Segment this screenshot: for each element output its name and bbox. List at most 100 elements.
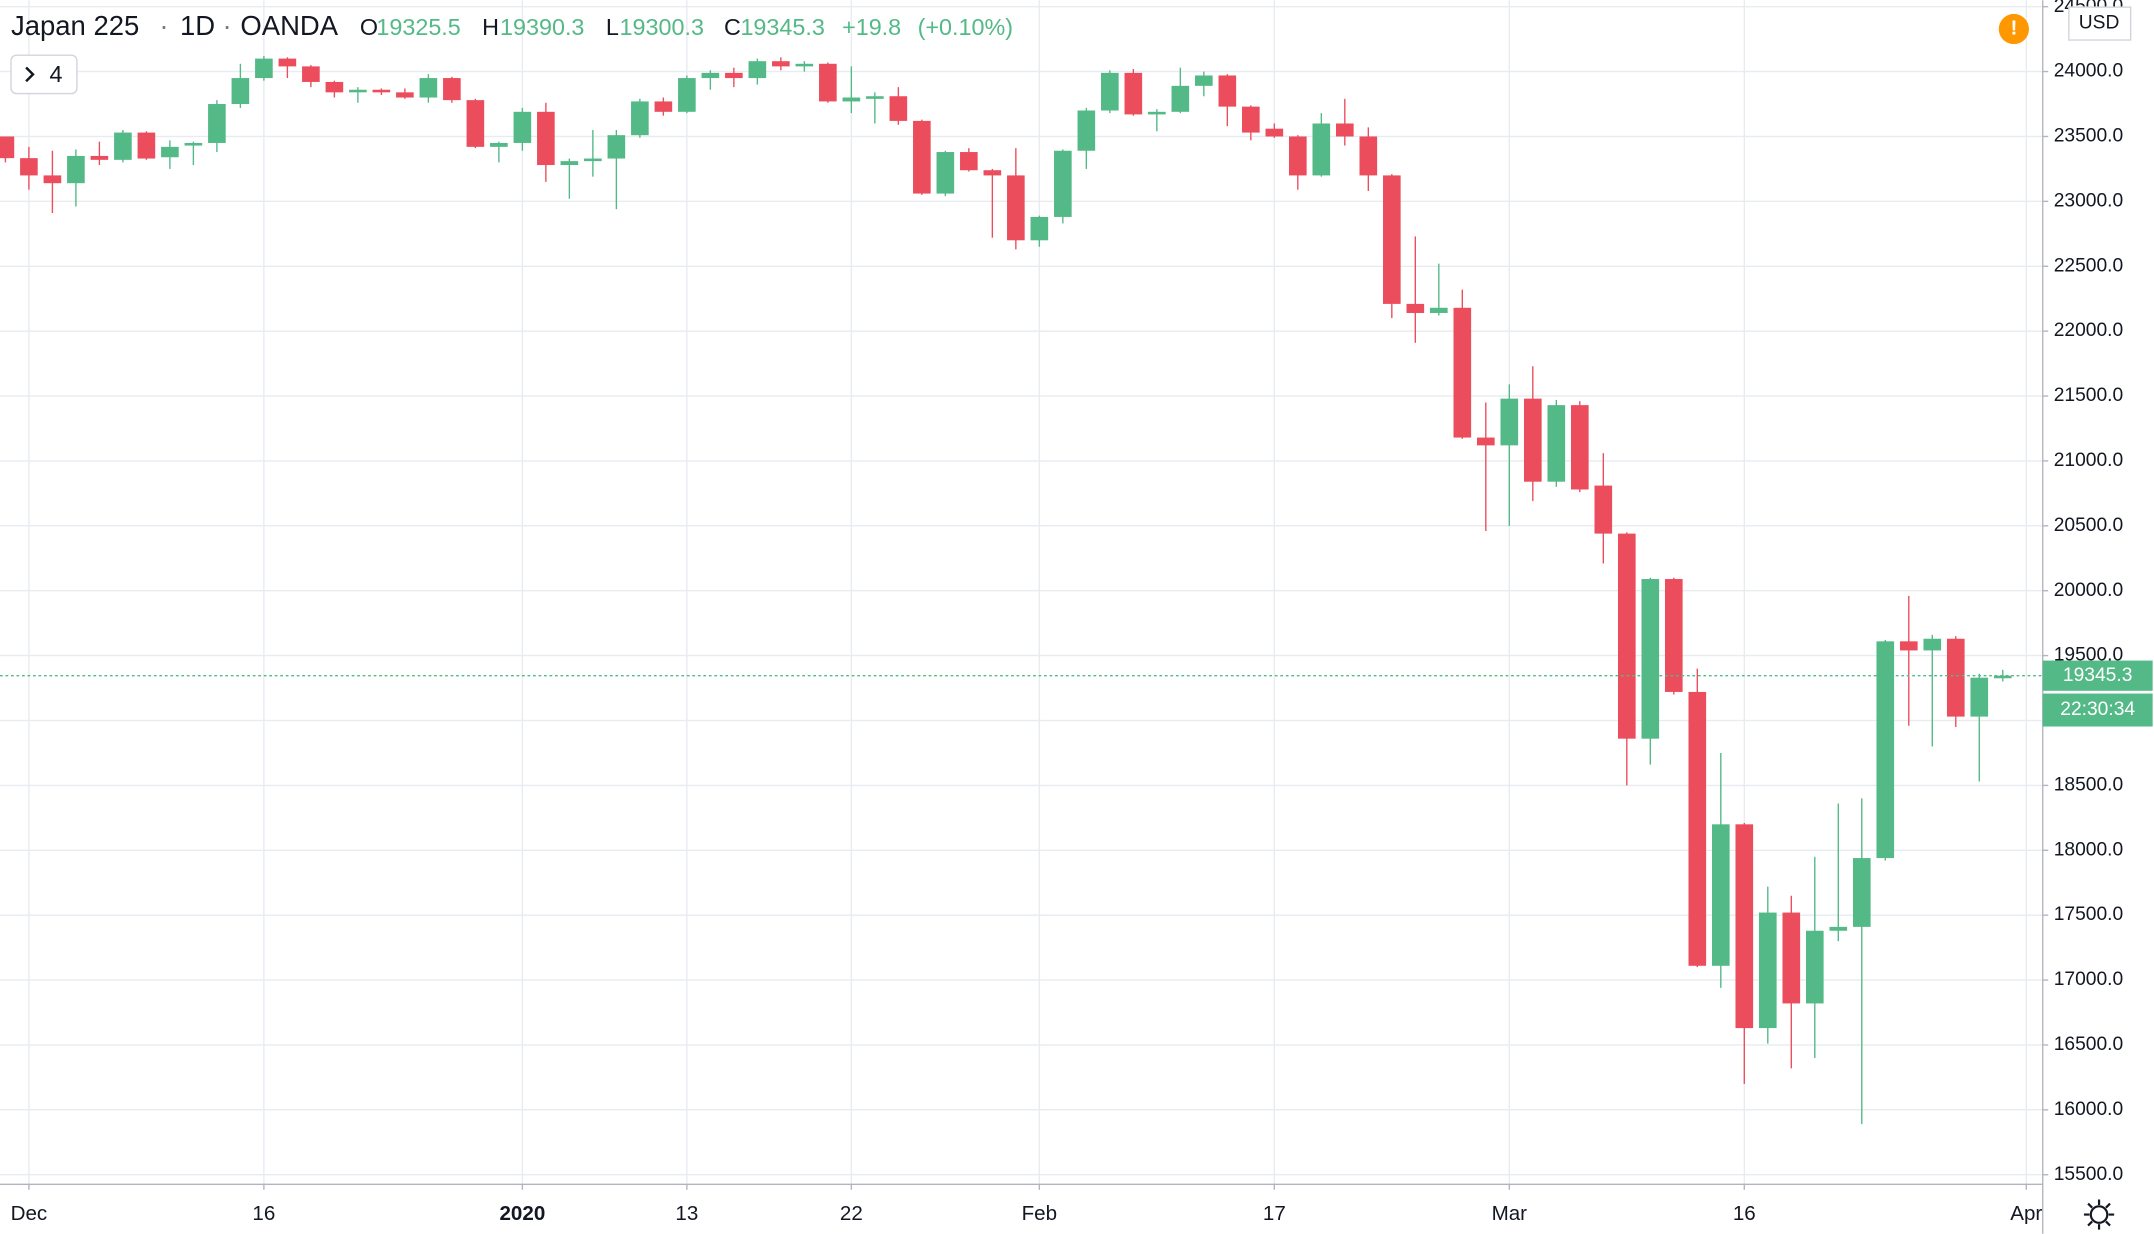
candle-body — [372, 89, 391, 93]
candle-body — [1195, 75, 1213, 86]
y-tick-label: 22000.0 — [2054, 320, 2123, 341]
x-tick-label: 16 — [1733, 1202, 1756, 1225]
candle-body — [701, 72, 720, 79]
candle-body — [349, 89, 367, 93]
candle-body — [278, 58, 297, 67]
candle-body — [725, 72, 743, 79]
candle-body — [1852, 858, 1871, 927]
candle-body — [1876, 641, 1895, 859]
candle-body — [1923, 638, 1942, 651]
indicator-count: 4 — [49, 61, 62, 87]
x-tick-label: 16 — [252, 1202, 275, 1225]
candle-body — [302, 66, 320, 82]
candle-body — [1570, 405, 1589, 490]
countdown: 22:30:34 — [2060, 699, 2135, 720]
candle-body — [43, 175, 62, 184]
candle-body — [1359, 136, 1378, 176]
candle-body — [748, 61, 767, 79]
chevron — [25, 66, 35, 83]
candle-body — [1265, 128, 1284, 137]
y-tick-label: 18000.0 — [2054, 839, 2123, 860]
alert-circle[interactable] — [1998, 13, 2029, 45]
currency: USD — [2079, 13, 2120, 34]
y-tick-label: 20500.0 — [2054, 515, 2123, 536]
candle-body — [1453, 307, 1472, 438]
settings-icon[interactable] — [2083, 1199, 2115, 1230]
y-tick-label: 22500.0 — [2054, 255, 2123, 276]
y-tick-label: 21000.0 — [2054, 450, 2123, 471]
candle-body — [1101, 72, 1119, 111]
change-pct: (+0.10%) — [918, 14, 1013, 40]
candle-body — [678, 78, 696, 112]
toggle-box[interactable] — [10, 54, 78, 95]
candle-body — [1594, 485, 1613, 534]
y-tick-label: 17500.0 — [2054, 904, 2123, 925]
x-tick-label: 2020 — [499, 1202, 545, 1225]
candle-body — [1688, 691, 1707, 966]
last-price-tag — [2042, 660, 2153, 691]
currency-box[interactable]: USD — [2068, 6, 2132, 41]
ohlc-key: O — [360, 14, 378, 40]
y-tick-label: 23000.0 — [2054, 190, 2123, 211]
y-tick-label: 17000.0 — [2054, 969, 2123, 990]
y-tick-label: 16000.0 — [2054, 1099, 2123, 1120]
separator: · — [223, 10, 232, 41]
indicators-toggle[interactable]: 4 — [10, 54, 78, 95]
candle-body — [490, 142, 508, 147]
candle-body — [1242, 106, 1260, 133]
candles — [0, 56, 2043, 1125]
last-price: 19345.3 — [2063, 665, 2132, 686]
candle-body — [1547, 405, 1566, 482]
candle-body — [772, 61, 790, 67]
price-axis-bg — [2042, 0, 2154, 1234]
gear[interactable] — [2089, 1205, 2109, 1224]
candle-body — [114, 132, 132, 160]
alert-mark: ! — [2010, 16, 2017, 39]
y-tick-label: 20000.0 — [2054, 580, 2123, 601]
source: OANDA — [240, 10, 338, 41]
ohlc-value: 19390.3 — [500, 14, 584, 40]
candle-body — [1993, 675, 2012, 679]
interval: 1D — [180, 10, 215, 41]
candle-body — [1477, 437, 1495, 446]
candle-body — [1383, 175, 1401, 304]
candle-body — [325, 81, 344, 93]
candle-body — [842, 97, 861, 102]
y-tick-label: 15500.0 — [2054, 1164, 2123, 1185]
grid — [0, 0, 2043, 1185]
candle-body — [1617, 533, 1636, 739]
candle-body — [1218, 75, 1237, 107]
candle-body — [913, 120, 931, 194]
alert-icon[interactable]: ! — [1998, 13, 2029, 45]
candle-body — [866, 96, 884, 99]
candle-body — [1782, 912, 1801, 1004]
countdown-tag — [2042, 693, 2153, 727]
candle-body — [1899, 641, 1918, 651]
candle-body — [1124, 72, 1143, 115]
candle-body — [1735, 824, 1754, 1029]
x-tick-label: Feb — [1022, 1202, 1057, 1225]
candle-body — [983, 170, 1002, 176]
candle-body — [936, 152, 955, 194]
candle-body — [20, 158, 38, 176]
gear-rays — [2083, 1199, 2115, 1230]
candle-body — [1805, 930, 1824, 1004]
symbol: Japan 225 — [11, 10, 139, 41]
currency-border[interactable] — [2068, 6, 2132, 41]
candle-body — [255, 58, 273, 79]
ohlc-value: 19325.5 — [376, 14, 460, 40]
candle-body — [1148, 111, 1166, 115]
candle-body — [419, 78, 438, 98]
candle-body — [1336, 123, 1354, 137]
candle-body — [466, 100, 485, 147]
candle-body — [1171, 85, 1190, 112]
x-tick-label: Dec — [11, 1202, 48, 1225]
candle-body — [1289, 136, 1307, 176]
candle-body — [889, 96, 908, 121]
candle-body — [795, 63, 814, 67]
candle-body — [819, 63, 837, 102]
candle-body — [67, 155, 85, 184]
